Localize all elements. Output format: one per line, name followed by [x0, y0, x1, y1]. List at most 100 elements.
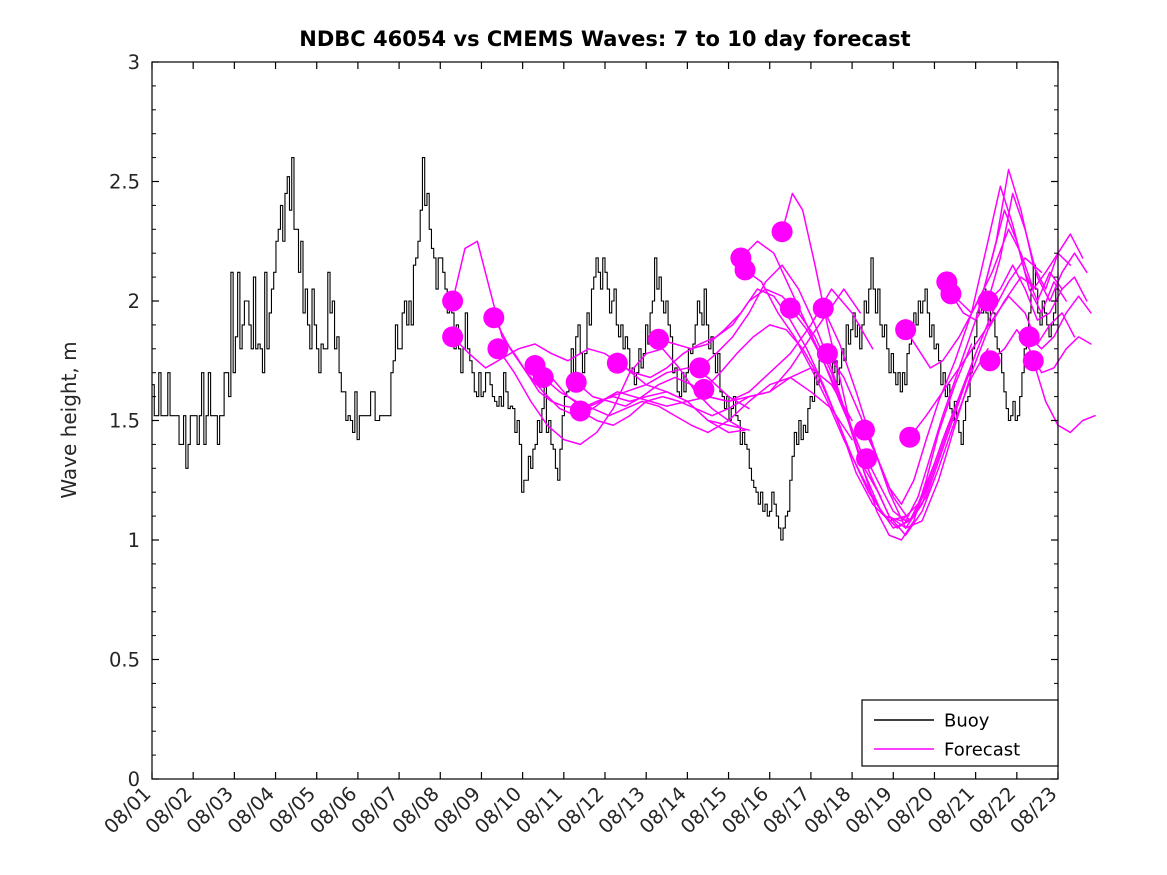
- forecast-start-marker: [569, 400, 591, 422]
- series-11: [698, 264, 932, 529]
- forecast-trace: [698, 264, 932, 529]
- forecast-trace: [989, 328, 1092, 374]
- legend-label: Buoy: [944, 711, 990, 732]
- forecast-trace: [781, 192, 973, 541]
- forecast-trace: [946, 168, 1084, 314]
- y-tick-label: 3: [128, 51, 140, 74]
- x-tick-label: 08/03: [182, 782, 238, 838]
- x-tick-label: 08/08: [388, 782, 444, 838]
- forecast-trace: [987, 264, 1088, 321]
- y-tick-label: 1.5: [109, 410, 140, 433]
- x-tick-label: 08/19: [841, 782, 897, 838]
- forecast-start-marker: [565, 371, 587, 393]
- x-tick-label: 08/05: [264, 782, 320, 838]
- series-0: [152, 157, 1059, 541]
- legend-box: [861, 699, 1059, 767]
- forecast-trace: [1028, 295, 1092, 350]
- page-title: NDBC 46054 vs CMEMS Waves: 7 to 10 day f…: [299, 27, 910, 51]
- x-tick-label: 08/21: [923, 782, 979, 838]
- series-12: [703, 324, 936, 522]
- legend-item-buoy[interactable]: Buoy: [874, 711, 990, 732]
- series-23: [946, 168, 1084, 314]
- x-tick-label: 08/17: [758, 782, 814, 838]
- forecast-start-marker: [895, 319, 917, 341]
- x-tick-label: 08/20: [882, 782, 938, 838]
- forecast-start-marker: [606, 352, 628, 374]
- x-tick-label: 08/02: [141, 782, 197, 838]
- series-27: [1028, 295, 1092, 350]
- x-tick-label: 08/09: [429, 782, 485, 838]
- x-tick-label: 08/12: [553, 782, 609, 838]
- series-25: [987, 264, 1088, 321]
- forecast-start-marker: [693, 378, 715, 400]
- x-tick-label: 08/04: [223, 782, 279, 838]
- forecast-start-marker: [940, 283, 962, 305]
- x-tick-label: 08/10: [470, 782, 526, 838]
- forecast-trace: [909, 295, 1076, 438]
- legend-item-forecast[interactable]: Forecast: [874, 740, 1020, 761]
- series-4: [497, 348, 746, 446]
- forecast-start-marker: [816, 343, 838, 365]
- series-19: [863, 185, 1063, 505]
- forecast-trace: [863, 185, 1063, 505]
- x-tick-label: 08/07: [347, 782, 403, 838]
- axes-layer: [151, 61, 1059, 780]
- legend-label: Forecast: [944, 740, 1020, 761]
- forecast-start-marker: [979, 350, 1001, 372]
- forecast-start-marker: [483, 307, 505, 329]
- forecast-start-marker: [442, 326, 464, 348]
- y-tick-label: 0.5: [109, 649, 140, 672]
- x-tick-label: 08/16: [717, 782, 773, 838]
- x-tick-label: 08/13: [594, 782, 650, 838]
- forecast-trace: [497, 348, 746, 446]
- forecast-start-marker: [771, 221, 793, 243]
- x-tick-label: 08/06: [305, 782, 361, 838]
- x-tick-label: 08/14: [635, 782, 691, 838]
- forecast-trace: [703, 324, 936, 522]
- forecast-start-marker: [442, 290, 464, 312]
- y-axis-label: Wave height, m: [57, 341, 81, 498]
- buoy-trace: [152, 157, 1059, 541]
- forecast-start-marker: [487, 338, 509, 360]
- x-tick-label: 08/23: [1006, 782, 1062, 838]
- y-tick-label: 1: [128, 529, 140, 552]
- forecast-trace: [904, 228, 1072, 369]
- forecast-trace: [579, 367, 853, 427]
- forecast-start-marker: [899, 426, 921, 448]
- forecast-trace: [744, 269, 977, 529]
- forecast-trace: [1032, 360, 1096, 434]
- x-tick-label: 08/22: [964, 782, 1020, 838]
- forecast-marker-layer: [442, 221, 1044, 470]
- forecast-start-marker: [977, 290, 999, 312]
- series-14: [744, 269, 977, 529]
- forecast-start-marker: [1018, 326, 1040, 348]
- forecast-start-marker: [779, 297, 801, 319]
- forecast-start-marker: [1022, 350, 1044, 372]
- series-20: [865, 209, 1067, 522]
- y-tick-label: 2.5: [109, 171, 140, 194]
- series-28: [1032, 360, 1096, 434]
- series-21: [904, 228, 1072, 369]
- forecast-start-marker: [648, 328, 670, 350]
- forecast-start-marker: [856, 448, 877, 470]
- forecast-start-marker: [812, 297, 834, 319]
- forecast-start-marker: [689, 357, 711, 379]
- x-tick-label: 08/15: [676, 782, 732, 838]
- y-tick-label: 2: [128, 290, 140, 313]
- chart-legend[interactable]: Buoy Forecast: [861, 699, 1059, 767]
- series-15: [781, 192, 973, 541]
- x-tick-label: 08/11: [511, 782, 567, 838]
- x-tick-label: 08/18: [800, 782, 856, 838]
- forecast-trace: [865, 209, 1067, 522]
- series-24: [950, 192, 1088, 321]
- forecast-start-marker: [734, 259, 756, 281]
- series-8: [579, 367, 853, 427]
- series-22: [909, 295, 1076, 438]
- y-tick-label: 0: [128, 768, 140, 791]
- series-26: [989, 328, 1092, 374]
- forecast-start-marker: [532, 366, 554, 388]
- forecast-trace: [950, 192, 1088, 321]
- forecast-start-marker: [853, 419, 875, 441]
